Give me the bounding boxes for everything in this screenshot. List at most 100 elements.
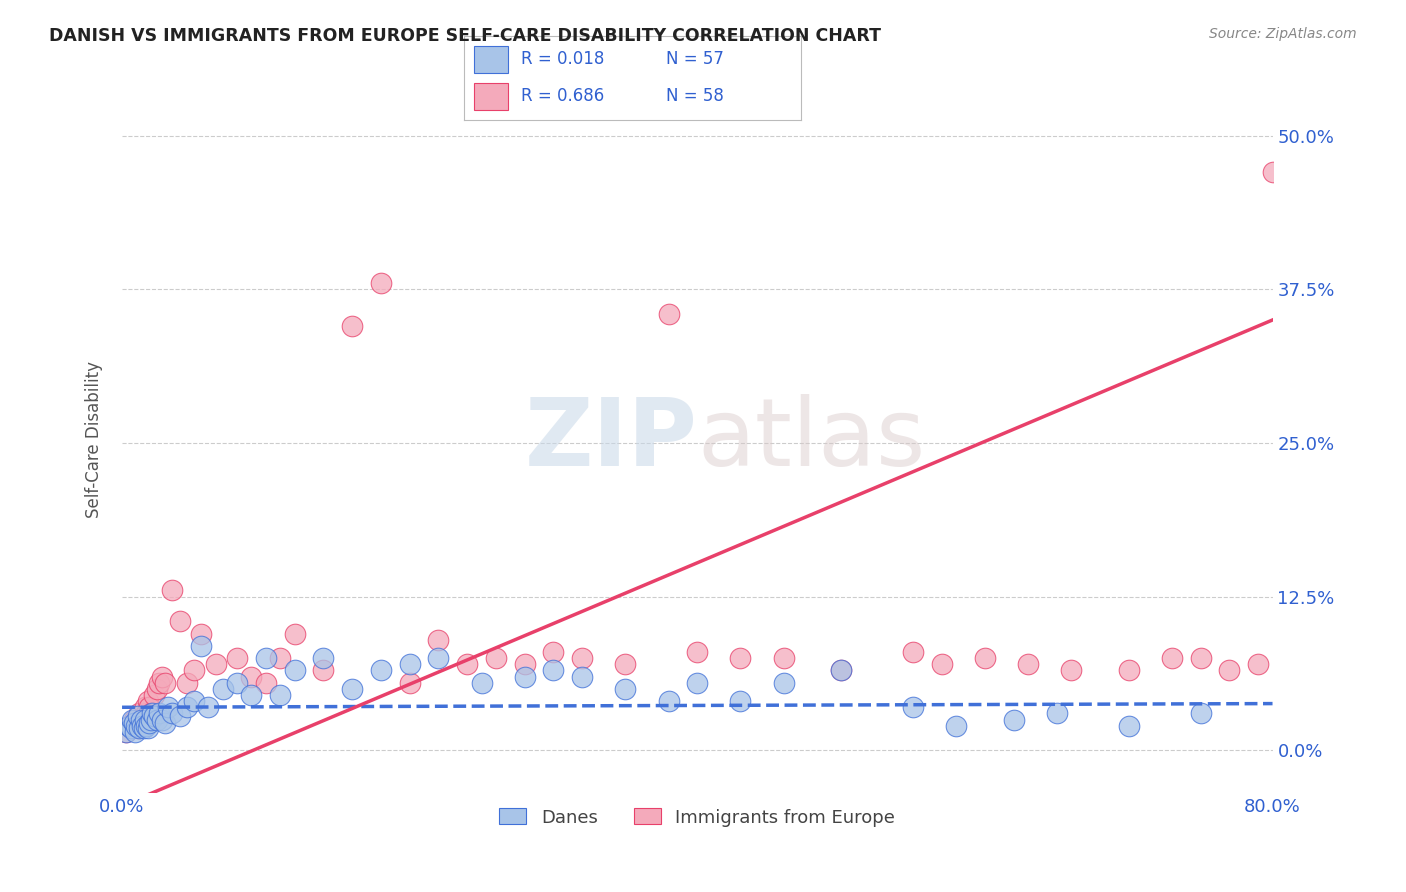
Point bbox=[772, 651, 794, 665]
Point bbox=[513, 669, 536, 683]
Point bbox=[134, 700, 156, 714]
Point bbox=[145, 681, 167, 696]
Point bbox=[136, 721, 159, 735]
Point bbox=[148, 706, 170, 721]
Point bbox=[204, 657, 226, 672]
Point bbox=[340, 681, 363, 696]
Point bbox=[240, 669, 263, 683]
Point bbox=[226, 675, 249, 690]
Point bbox=[240, 688, 263, 702]
Text: R = 0.018: R = 0.018 bbox=[522, 50, 605, 68]
Point bbox=[169, 709, 191, 723]
Point bbox=[901, 645, 924, 659]
Point bbox=[1160, 651, 1182, 665]
Point bbox=[931, 657, 953, 672]
Point bbox=[1247, 657, 1270, 672]
Point bbox=[118, 719, 141, 733]
Point bbox=[1046, 706, 1069, 721]
Point bbox=[131, 716, 153, 731]
Point bbox=[614, 657, 637, 672]
Bar bbox=[474, 83, 508, 111]
Point bbox=[128, 721, 150, 735]
Point bbox=[121, 713, 143, 727]
Bar bbox=[474, 45, 508, 73]
Point bbox=[132, 721, 155, 735]
Point bbox=[162, 706, 184, 721]
Point bbox=[312, 651, 335, 665]
Point bbox=[162, 583, 184, 598]
Point bbox=[135, 719, 157, 733]
Point bbox=[269, 688, 291, 702]
Point bbox=[120, 721, 142, 735]
Point bbox=[254, 651, 277, 665]
Point bbox=[157, 700, 180, 714]
Point bbox=[312, 664, 335, 678]
Point bbox=[1218, 664, 1240, 678]
Point bbox=[153, 716, 176, 731]
Point bbox=[127, 709, 149, 723]
Point bbox=[1002, 713, 1025, 727]
Point bbox=[138, 716, 160, 731]
Point bbox=[197, 700, 219, 714]
Text: Source: ZipAtlas.com: Source: ZipAtlas.com bbox=[1209, 27, 1357, 41]
Point bbox=[125, 719, 148, 733]
Point bbox=[456, 657, 478, 672]
Point bbox=[169, 614, 191, 628]
Point bbox=[124, 724, 146, 739]
Point bbox=[132, 709, 155, 723]
Point bbox=[1060, 664, 1083, 678]
Point bbox=[153, 675, 176, 690]
Point bbox=[148, 675, 170, 690]
Point bbox=[136, 694, 159, 708]
Point bbox=[176, 675, 198, 690]
Point bbox=[1189, 651, 1212, 665]
Point bbox=[1118, 719, 1140, 733]
Point bbox=[183, 694, 205, 708]
Point bbox=[128, 706, 150, 721]
Text: N = 57: N = 57 bbox=[666, 50, 724, 68]
Point bbox=[118, 719, 141, 733]
Point bbox=[135, 706, 157, 721]
Point bbox=[141, 706, 163, 721]
Point bbox=[398, 657, 420, 672]
Point bbox=[370, 664, 392, 678]
Point bbox=[124, 719, 146, 733]
Point bbox=[150, 669, 173, 683]
Point bbox=[284, 664, 307, 678]
Point bbox=[485, 651, 508, 665]
Point bbox=[284, 626, 307, 640]
Point bbox=[122, 713, 145, 727]
Point bbox=[142, 688, 165, 702]
Point bbox=[142, 709, 165, 723]
Point bbox=[398, 675, 420, 690]
Text: atlas: atlas bbox=[697, 394, 925, 486]
Point bbox=[139, 713, 162, 727]
Point bbox=[125, 713, 148, 727]
Legend: Danes, Immigrants from Europe: Danes, Immigrants from Europe bbox=[492, 801, 903, 834]
Point bbox=[945, 719, 967, 733]
Point bbox=[269, 651, 291, 665]
Point bbox=[226, 651, 249, 665]
Point bbox=[543, 664, 565, 678]
Point bbox=[974, 651, 997, 665]
Point bbox=[657, 307, 679, 321]
Point bbox=[686, 645, 709, 659]
Point bbox=[427, 651, 450, 665]
Point bbox=[190, 639, 212, 653]
Point bbox=[571, 669, 593, 683]
Point bbox=[370, 276, 392, 290]
Point bbox=[340, 319, 363, 334]
Point bbox=[614, 681, 637, 696]
Point bbox=[183, 664, 205, 678]
Point bbox=[730, 694, 752, 708]
Point bbox=[427, 632, 450, 647]
Point bbox=[145, 713, 167, 727]
Point bbox=[254, 675, 277, 690]
Point bbox=[471, 675, 494, 690]
Point bbox=[138, 700, 160, 714]
Text: R = 0.686: R = 0.686 bbox=[522, 87, 605, 105]
Y-axis label: Self-Care Disability: Self-Care Disability bbox=[86, 361, 103, 518]
Point bbox=[730, 651, 752, 665]
Point bbox=[139, 706, 162, 721]
Point bbox=[121, 721, 143, 735]
